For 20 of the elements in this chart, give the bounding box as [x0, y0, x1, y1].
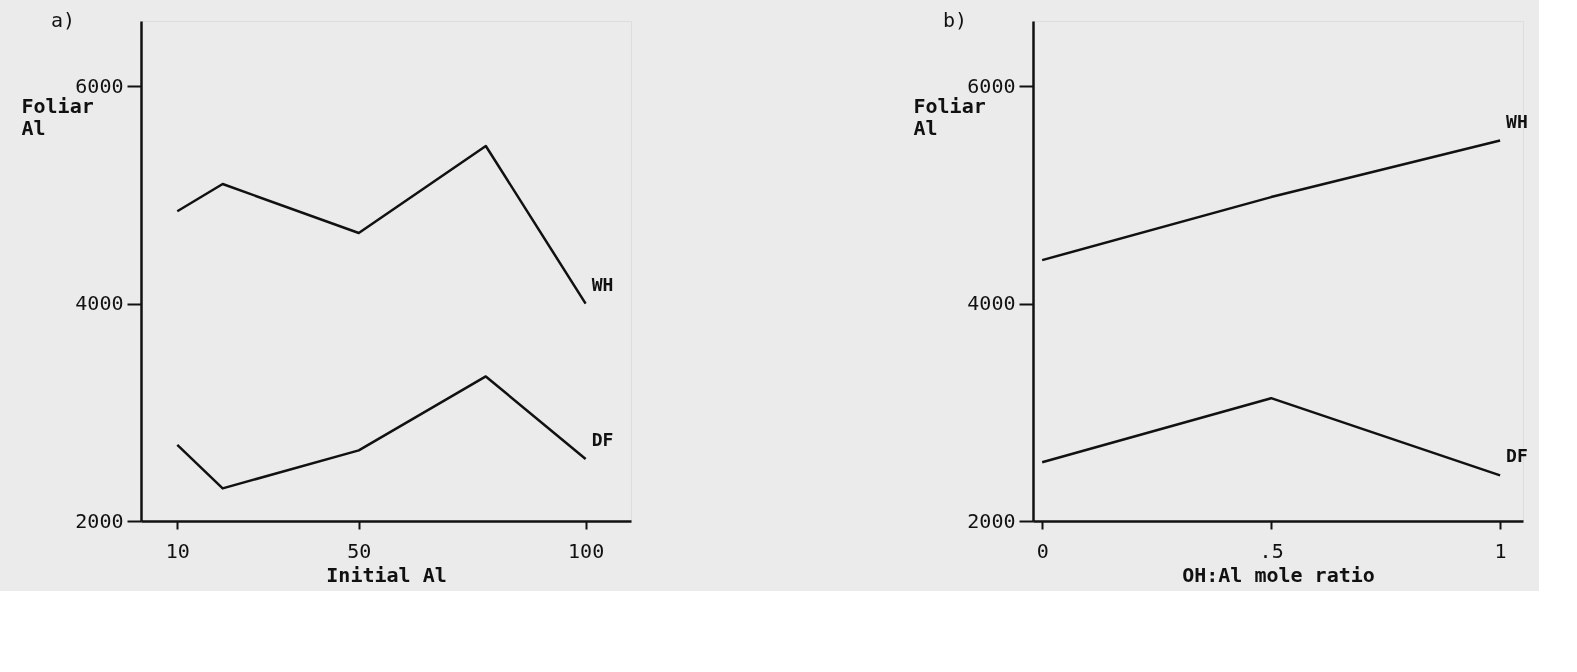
x-axis-title: Initial Al: [326, 562, 447, 587]
x-tick-label: .5: [1259, 538, 1284, 563]
x-tick-label: 0: [1036, 538, 1049, 563]
x-tick-label: 1: [1494, 538, 1507, 563]
line-series: [176, 144, 587, 305]
series-label: WH: [1506, 110, 1528, 132]
y-tick-label: 4000: [967, 291, 1016, 316]
y-tick-label: 2000: [75, 508, 124, 533]
x-tick-label: 10: [165, 538, 190, 563]
series-label: DF: [591, 429, 614, 451]
series-label: WH: [591, 273, 614, 295]
line-series: [176, 375, 587, 490]
x-tick-label: 100: [568, 538, 605, 563]
chart-title: b): [943, 8, 968, 32]
x-tick-label: 50: [347, 538, 372, 563]
x-axis-title: OH:Al mole ratio: [1182, 562, 1375, 587]
series-label: DF: [1506, 445, 1528, 467]
y-tick-label: 4000: [75, 291, 124, 316]
y-tick-label: 2000: [967, 508, 1016, 533]
chart-title: a): [51, 8, 76, 32]
